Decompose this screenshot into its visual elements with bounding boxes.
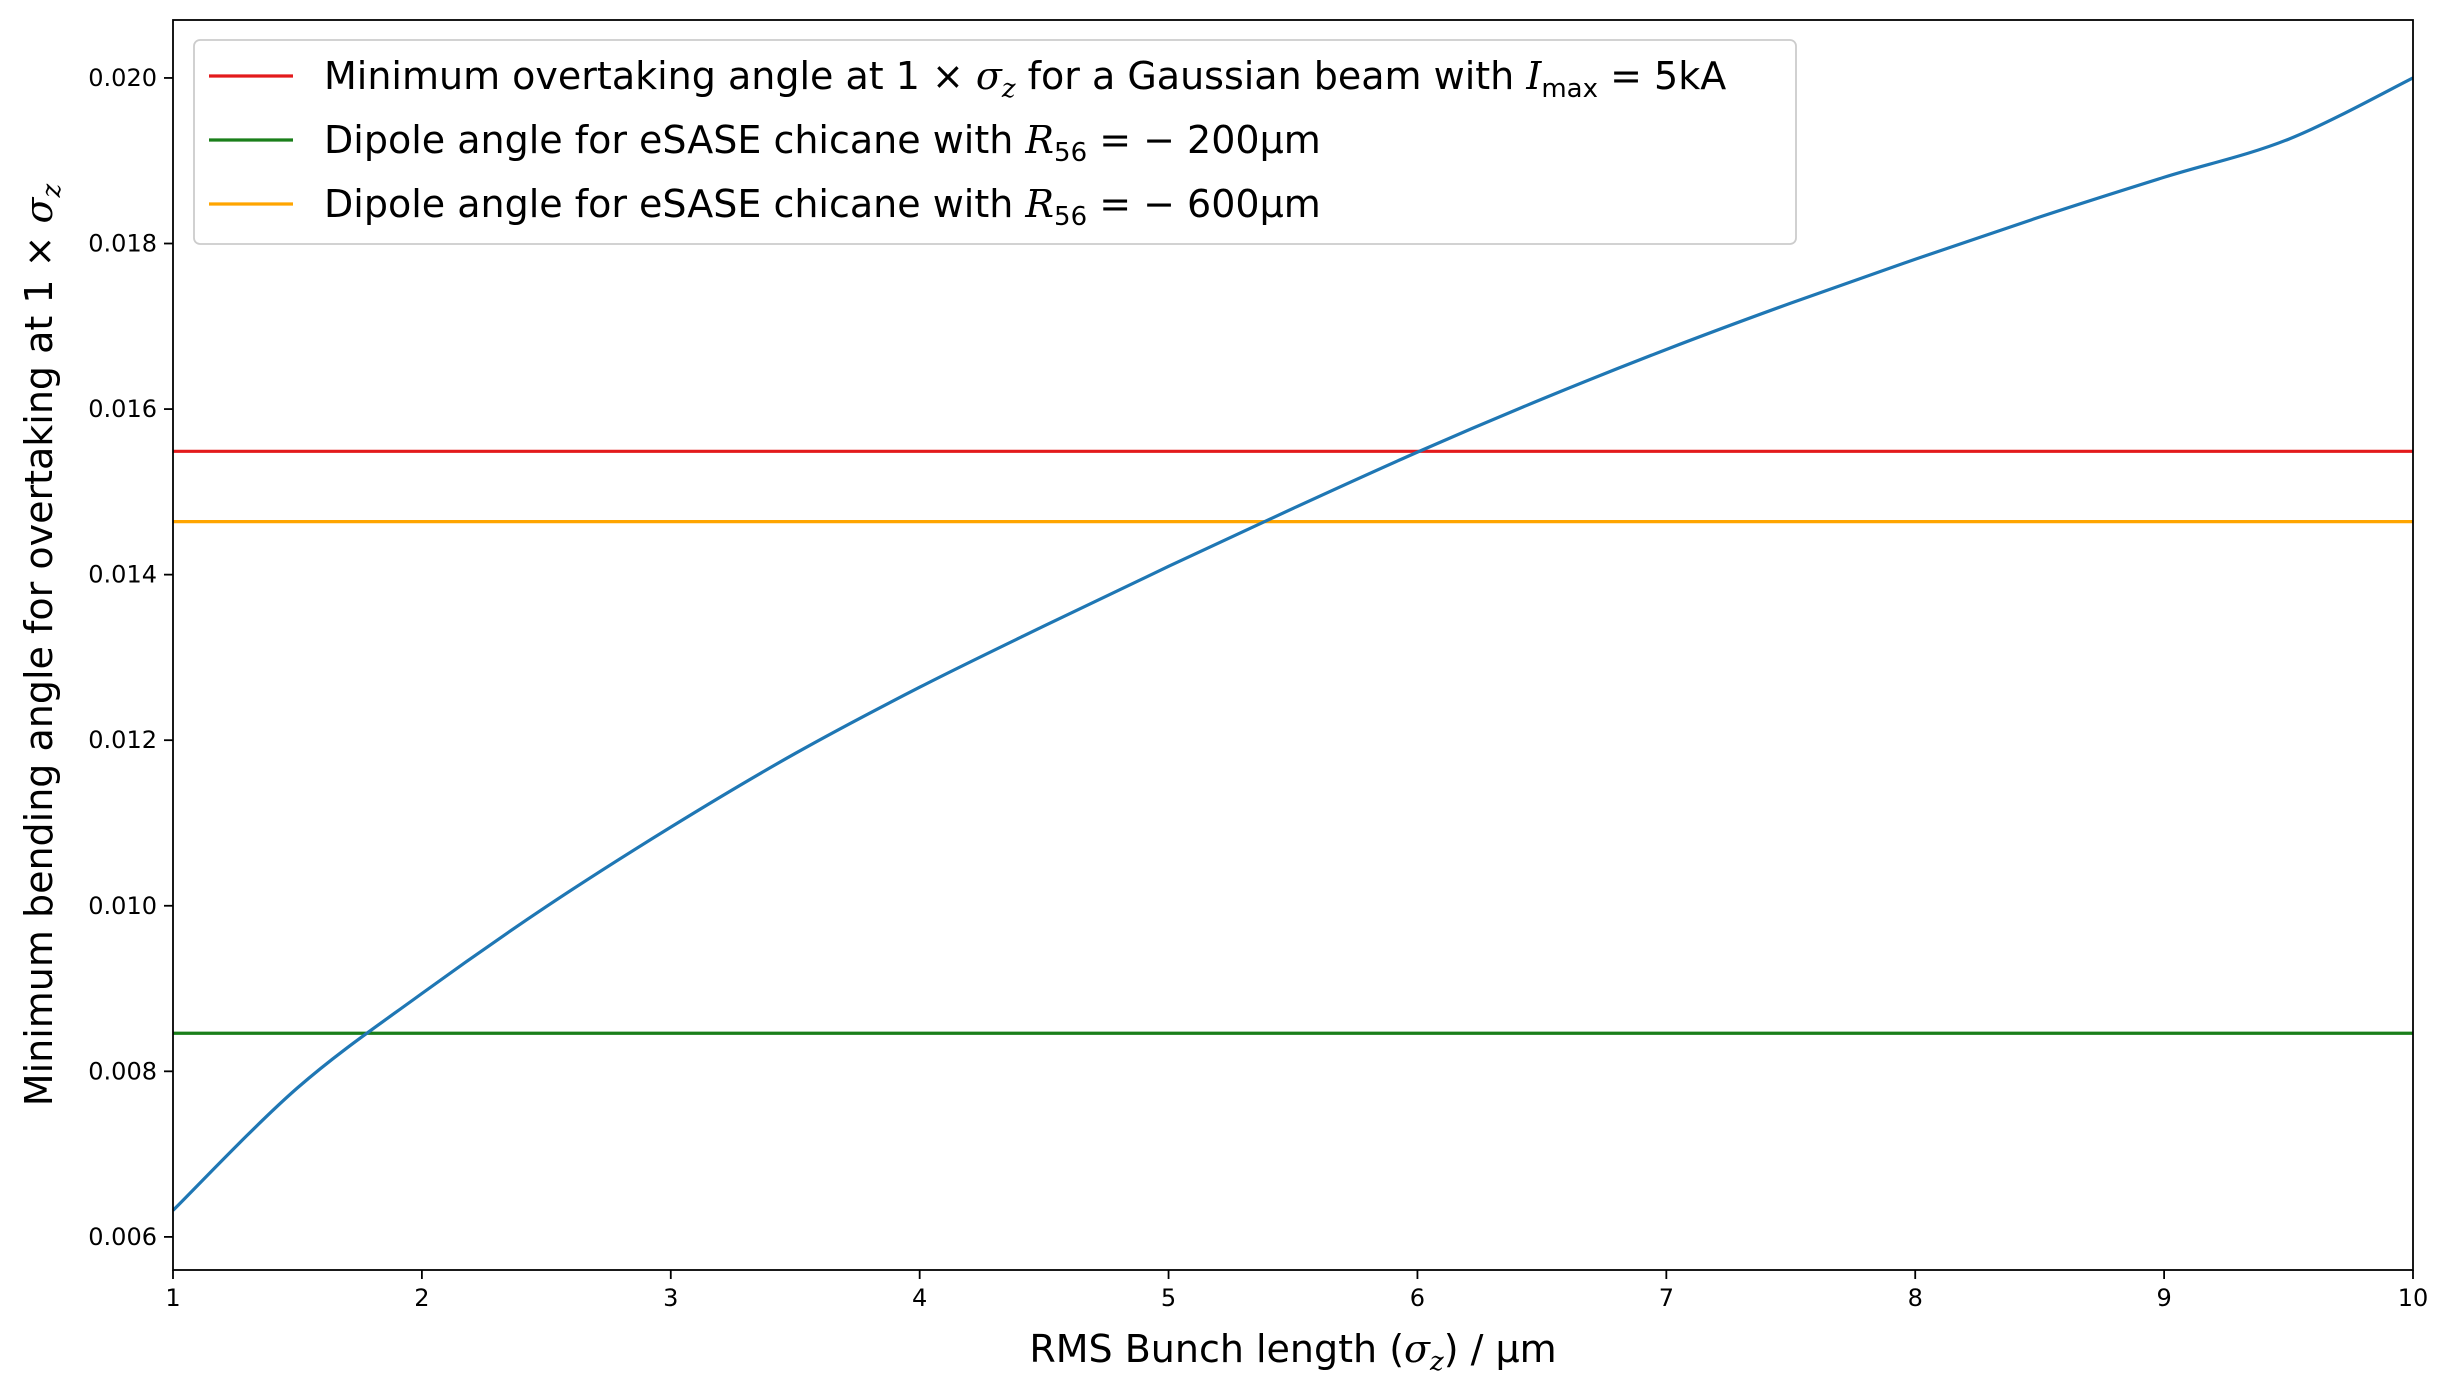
y-tick-label: 0.012 — [88, 726, 157, 754]
legend-math-symbol: R — [1024, 182, 1054, 226]
curve-layer — [171, 76, 2414, 1212]
x-axis-label-unit: ) / μm — [1444, 1327, 1557, 1371]
y-axis-label-symbol: σ — [17, 196, 61, 223]
y-tick-label: 0.006 — [88, 1223, 157, 1251]
legend-text-part: = 5kA — [1598, 54, 1726, 98]
x-axis-label-symbol: σ — [1404, 1327, 1431, 1371]
legend-entry-label: Dipole angle for eSASE chicane with R56 … — [324, 182, 1321, 232]
x-axis-label: RMS Bunch length (σz) / μm — [1029, 1327, 1556, 1377]
legend-math-symbol: R — [1024, 118, 1054, 162]
x-tick-label: 3 — [663, 1284, 678, 1312]
legend-math-subscript: 56 — [1054, 138, 1087, 168]
x-tick-label: 4 — [912, 1284, 927, 1312]
legend-math-subscript: z — [1001, 74, 1016, 104]
axes-frame — [172, 19, 2414, 1271]
axes: 1 2 3 4 5 6 7 8 9 100.0060.0080.0100.0120.0140.01… — [88, 19, 2429, 1312]
x-tick-label: 8 — [1908, 1284, 1923, 1312]
legend-math-symbol: σ — [976, 54, 1003, 98]
legend-text-part: = − 200μm — [1087, 118, 1321, 162]
x-tick-label: 6 — [1410, 1284, 1425, 1312]
x-tick-label: 10 — [2398, 1284, 2429, 1312]
legend-text-part: Dipole angle for eSASE chicane with — [324, 182, 1025, 226]
y-tick-label: 0.010 — [88, 892, 157, 920]
y-tick-label: 0.008 — [88, 1057, 157, 1085]
x-tick-label: 1 — [165, 1284, 180, 1312]
y-tick-label: 0.018 — [88, 230, 157, 258]
legend-text-part: Dipole angle for eSASE chicane with — [324, 118, 1025, 162]
legend-math-subscript: 56 — [1054, 202, 1087, 232]
legend: Minimum overtaking angle at 1 × σz for a… — [193, 39, 1797, 245]
x-tick-label: 7 — [1659, 1284, 1674, 1312]
x-axis-label-text: RMS Bunch length ( — [1029, 1327, 1404, 1371]
x-tick-label: 9 — [2156, 1284, 2171, 1312]
legend-text-part: = − 600μm — [1087, 182, 1321, 226]
x-axis-label-subscript: z — [1429, 1347, 1444, 1377]
data-curve — [171, 76, 2414, 1212]
legend-math-subscript: max — [1541, 74, 1598, 104]
y-tick-label: 0.016 — [88, 395, 157, 423]
x-tick-label: 2 — [414, 1284, 429, 1312]
legend-entry-label: Minimum overtaking angle at 1 × σz for a… — [324, 54, 1726, 104]
legend-text-part: for a Gaussian beam with — [1016, 54, 1527, 98]
legend-box — [193, 39, 1797, 245]
legend-math-symbol: I — [1525, 54, 1542, 98]
y-tick-label: 0.014 — [88, 561, 157, 589]
y-axis-label-text: Minimum bending angle for overtaking at … — [17, 223, 61, 1106]
y-tick-label: 0.020 — [88, 64, 157, 92]
horizontal-lines — [173, 449, 2413, 1035]
legend-entry-label: Dipole angle for eSASE chicane with R56 … — [324, 118, 1321, 168]
y-axis-label-subscript: z — [37, 183, 67, 198]
legend-text-part: Minimum overtaking angle at 1 × — [324, 54, 976, 98]
x-tick-label: 5 — [1161, 1284, 1176, 1312]
y-axis-label: Minimum bending angle for overtaking at … — [17, 183, 67, 1106]
